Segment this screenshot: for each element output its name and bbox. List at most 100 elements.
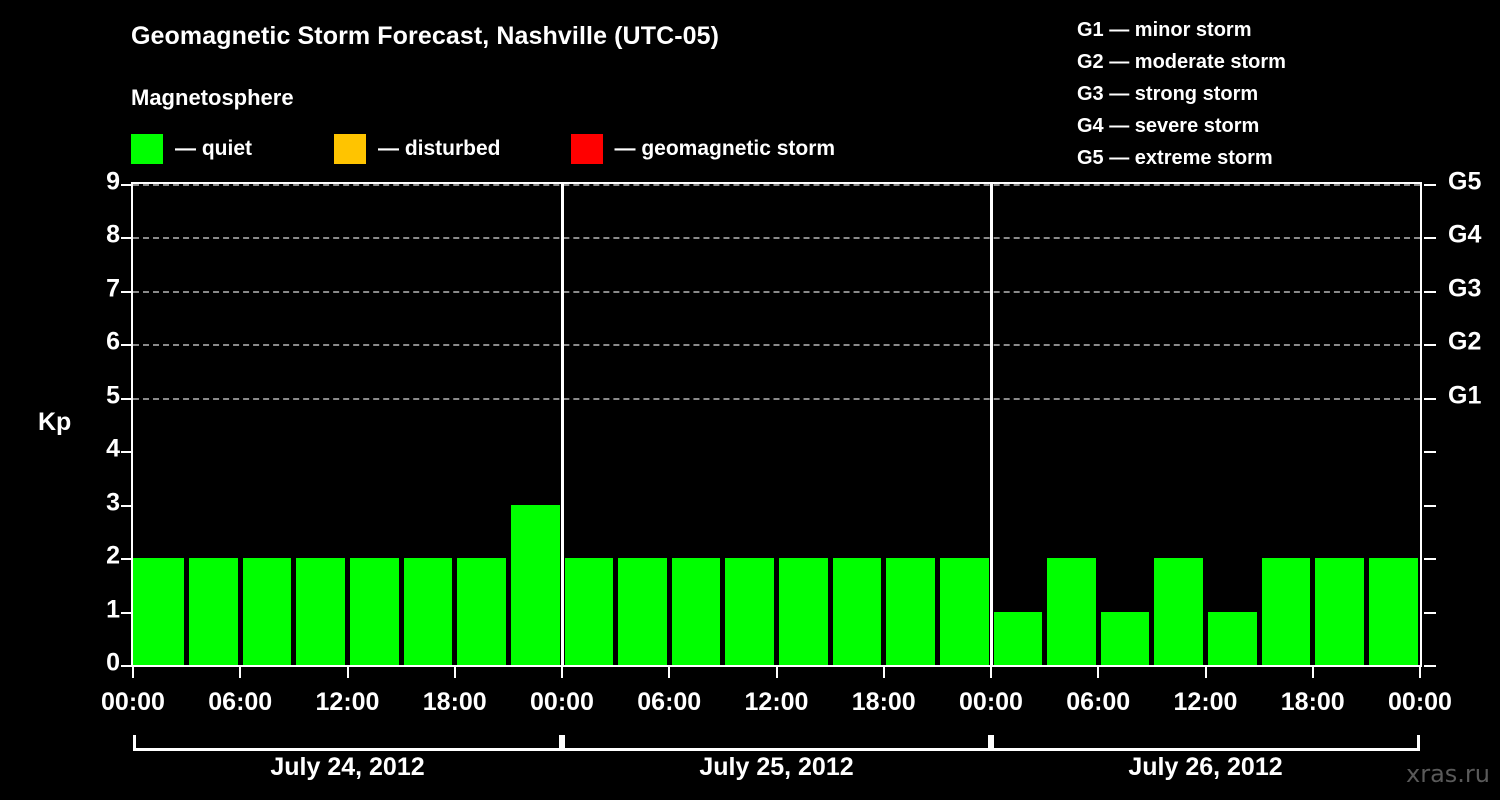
- day-divider-1: [560, 184, 564, 665]
- bar: [939, 558, 989, 665]
- x-tick-label-8: 00:00: [959, 688, 1023, 716]
- gridline-kp-9: [133, 184, 1420, 186]
- bar: [1154, 558, 1203, 665]
- right-tick-mark-7: [1424, 290, 1436, 293]
- x-tick-label-4: 00:00: [530, 688, 594, 716]
- x-tick-label-2: 12:00: [315, 688, 380, 716]
- gridline-kp-8: [133, 237, 1420, 240]
- bar: [564, 558, 614, 665]
- y-tick-label-8: 8: [106, 220, 120, 249]
- right-tick-mark-0: [1424, 665, 1436, 667]
- x-tick-mark-0: [132, 667, 134, 678]
- y-tick-label-2: 2: [106, 541, 120, 570]
- right-tick-mark-2: [1424, 558, 1436, 561]
- magnetosphere-legend: — quiet — disturbed — geomagnetic storm: [131, 133, 835, 165]
- x-tick-mark-9: [1097, 667, 1100, 678]
- bar: [1261, 558, 1311, 665]
- legend-label-geomagnetic-storm: — geomagnetic storm: [614, 137, 836, 160]
- y-tick-mark-8: [121, 237, 131, 240]
- x-tick-mark-10: [1204, 667, 1207, 678]
- x-tick-label-7: 18:00: [851, 688, 916, 716]
- right-tick-mark-3: [1424, 504, 1436, 507]
- y-axis-tick-labels: 0 1 2 3 4 5 6 7 8 9: [70, 168, 120, 677]
- g-tick-label-g1: G1: [1448, 381, 1482, 410]
- right-tick-mark-1: [1424, 611, 1436, 614]
- plot-inner: [133, 184, 1420, 665]
- gscale-row-g3: G3 — strong storm: [1077, 83, 1259, 105]
- bar: [403, 558, 453, 665]
- bar: [671, 558, 721, 665]
- x-tick-label-0: 00:00: [101, 688, 165, 716]
- bar: [618, 558, 667, 665]
- x-tick-label-11: 18:00: [1280, 688, 1345, 716]
- bar: [1368, 558, 1418, 665]
- bar: [133, 558, 185, 665]
- legend-label-quiet: — quiet: [175, 137, 252, 160]
- x-tick-label-5: 06:00: [637, 688, 702, 716]
- gridline-kp-6: [133, 344, 1420, 347]
- day-bracket-2: [562, 735, 991, 751]
- x-tick-mark-4: [561, 667, 563, 678]
- bar: [1047, 558, 1096, 665]
- bar: [242, 558, 292, 665]
- gscale-legend: G1 — minor storm G2 — moderate storm G3 …: [1077, 14, 1286, 174]
- bar: [189, 558, 238, 665]
- y-tick-mark-7: [121, 290, 131, 293]
- day-divider-2: [989, 184, 993, 665]
- date-label-2: July 25, 2012: [699, 753, 854, 781]
- x-tick-label-6: 12:00: [744, 688, 809, 716]
- right-tick-mark-6: [1424, 344, 1436, 347]
- gscale-row-g5: G5 — extreme storm: [1077, 147, 1273, 169]
- bar: [1100, 611, 1150, 665]
- x-tick-mark-2: [346, 667, 349, 678]
- x-tick-mark-6: [775, 667, 778, 678]
- bar: [779, 558, 828, 665]
- x-tick-label-1: 06:00: [208, 688, 273, 716]
- gscale-row-g4: G4 — severe storm: [1077, 115, 1260, 137]
- y-tick-label-6: 6: [106, 327, 120, 356]
- y-tick-mark-6: [121, 344, 131, 347]
- bar: [1208, 611, 1257, 665]
- x-tick-mark-12: [1419, 667, 1421, 678]
- bar: [296, 558, 345, 665]
- bar: [1315, 558, 1364, 665]
- date-label-3: July 26, 2012: [1128, 753, 1283, 781]
- y-tick-label-3: 3: [106, 488, 120, 517]
- gscale-row-g2: G2 — moderate storm: [1077, 51, 1286, 73]
- x-tick-mark-1: [239, 667, 242, 678]
- right-tick-mark-4: [1424, 451, 1436, 454]
- y-tick-label-4: 4: [106, 434, 120, 463]
- legend-swatch-disturbed-icon: [334, 134, 366, 164]
- g-tick-label-g5: G5: [1448, 167, 1482, 196]
- right-tick-mark-5: [1424, 397, 1436, 400]
- g-tick-label-g2: G2: [1448, 327, 1482, 356]
- legend-entry-disturbed: — disturbed: [334, 133, 501, 165]
- x-tick-mark-3: [453, 667, 456, 678]
- y-tick-mark-9: [121, 184, 131, 186]
- g-tick-label-g3: G3: [1448, 274, 1482, 303]
- legend-entry-quiet: — quiet: [131, 133, 252, 165]
- bar: [457, 558, 506, 665]
- gridline-kp-5: [133, 397, 1420, 400]
- y-axis-title: Kp: [38, 408, 72, 436]
- y-tick-label-1: 1: [106, 595, 120, 624]
- bar: [510, 504, 560, 665]
- x-tick-mark-8: [990, 667, 992, 678]
- day-bracket-1: [133, 735, 562, 751]
- y-tick-label-9: 9: [106, 167, 120, 196]
- legend-swatch-quiet-icon: [131, 134, 163, 164]
- day-bracket-3: [991, 735, 1420, 751]
- legend-label-disturbed: — disturbed: [378, 137, 501, 160]
- x-tick-mark-7: [882, 667, 885, 678]
- bar: [350, 558, 399, 665]
- y-tick-mark-0: [121, 665, 131, 667]
- bar: [725, 558, 774, 665]
- bar: [886, 558, 935, 665]
- y-tick-mark-3: [121, 504, 131, 507]
- date-label-1: July 24, 2012: [270, 753, 425, 781]
- bar: [832, 558, 882, 665]
- watermark: xras.ru: [1406, 760, 1490, 788]
- legend-swatch-geomagnetic-storm-icon: [570, 134, 603, 164]
- right-tick-mark-9: [1424, 184, 1436, 186]
- x-tick-mark-5: [668, 667, 671, 678]
